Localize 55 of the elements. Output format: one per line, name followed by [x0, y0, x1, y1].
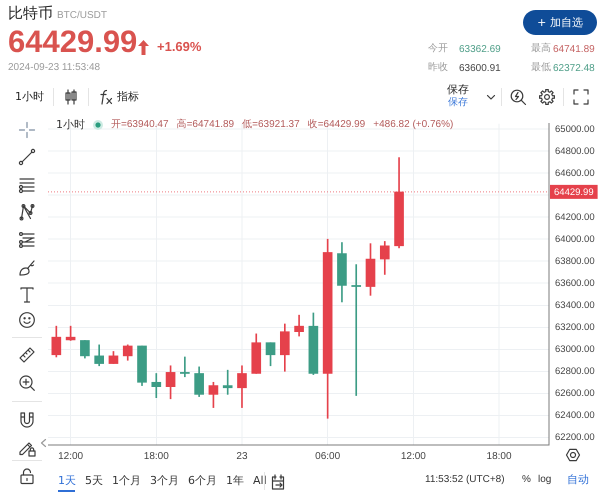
x-tick-label: 18:00 [486, 450, 512, 462]
text: 64429.99 [8, 24, 138, 59]
text: 3个月 [150, 474, 179, 487]
text: 6个月 [188, 474, 217, 487]
text: 5天 [85, 474, 103, 487]
y-tick-label: 63000.00 [555, 344, 595, 355]
x-tick-label: 12:00 [58, 450, 84, 462]
text: 最低 [531, 62, 551, 73]
chart-subtitle: BTC/USDT [57, 10, 107, 21]
x-tick-label: 06:00 [315, 450, 341, 462]
add-button: + 加自选 [523, 10, 597, 35]
chart-title: 比特币 [8, 4, 53, 22]
text: log [538, 474, 552, 485]
annotation: 高=64741.89 [176, 118, 234, 130]
text: +1.69% [157, 39, 202, 54]
text: 保存 [448, 97, 468, 108]
text: 最高 [531, 43, 551, 54]
y-tick-label: 62400.00 [555, 410, 595, 421]
y-tick-label: 62600.00 [555, 388, 595, 399]
annotation: 1小时 [56, 118, 85, 131]
y-tick-label: 64000.00 [555, 234, 595, 245]
ref-line-label: 64429.99 [554, 187, 594, 198]
text: 指标 [117, 90, 139, 103]
y-tick-label: 64800.00 [555, 146, 595, 157]
y-tick-label: 63400.00 [555, 300, 595, 311]
text: 1天 [58, 474, 76, 487]
text: 63362.69 [459, 44, 501, 55]
y-tick-label: 63600.00 [555, 278, 595, 289]
y-tick-label: 64600.00 [555, 168, 595, 179]
y-tick-label: 62800.00 [555, 366, 595, 377]
text: 64741.89 [553, 44, 595, 55]
annotation: 开=63940.47 [111, 118, 169, 130]
text: 保存 [447, 83, 469, 96]
y-tick-label: 62200.00 [555, 432, 595, 443]
text: 2024-09-23 11:53:48 [8, 62, 100, 73]
text: % [522, 474, 531, 485]
text: 1小时 [15, 90, 44, 103]
text: 63600.91 [459, 63, 501, 74]
text: 1个月 [112, 474, 141, 487]
y-tick-label: 63800.00 [555, 256, 595, 267]
annotation: 低=63921.37 [242, 118, 300, 130]
x-tick-label: 12:00 [400, 450, 426, 462]
text: 62372.48 [553, 63, 595, 74]
text: 自动 [567, 473, 589, 486]
y-tick-label: 65000.00 [555, 124, 595, 135]
text: 1年 [226, 474, 244, 487]
x-tick-label: 18:00 [144, 450, 170, 462]
text: 11:53:52 (UTC+8) [425, 474, 505, 485]
annotation: 收=64429.99 [308, 118, 366, 130]
y-tick-label: 63200.00 [555, 322, 595, 333]
x-tick-label: 23 [236, 450, 248, 462]
text: 昨收 [428, 62, 448, 73]
text: 今开 [428, 43, 448, 54]
annotation: +486.82 (+0.76%) [373, 118, 454, 130]
y-tick-label: 64200.00 [555, 212, 595, 223]
